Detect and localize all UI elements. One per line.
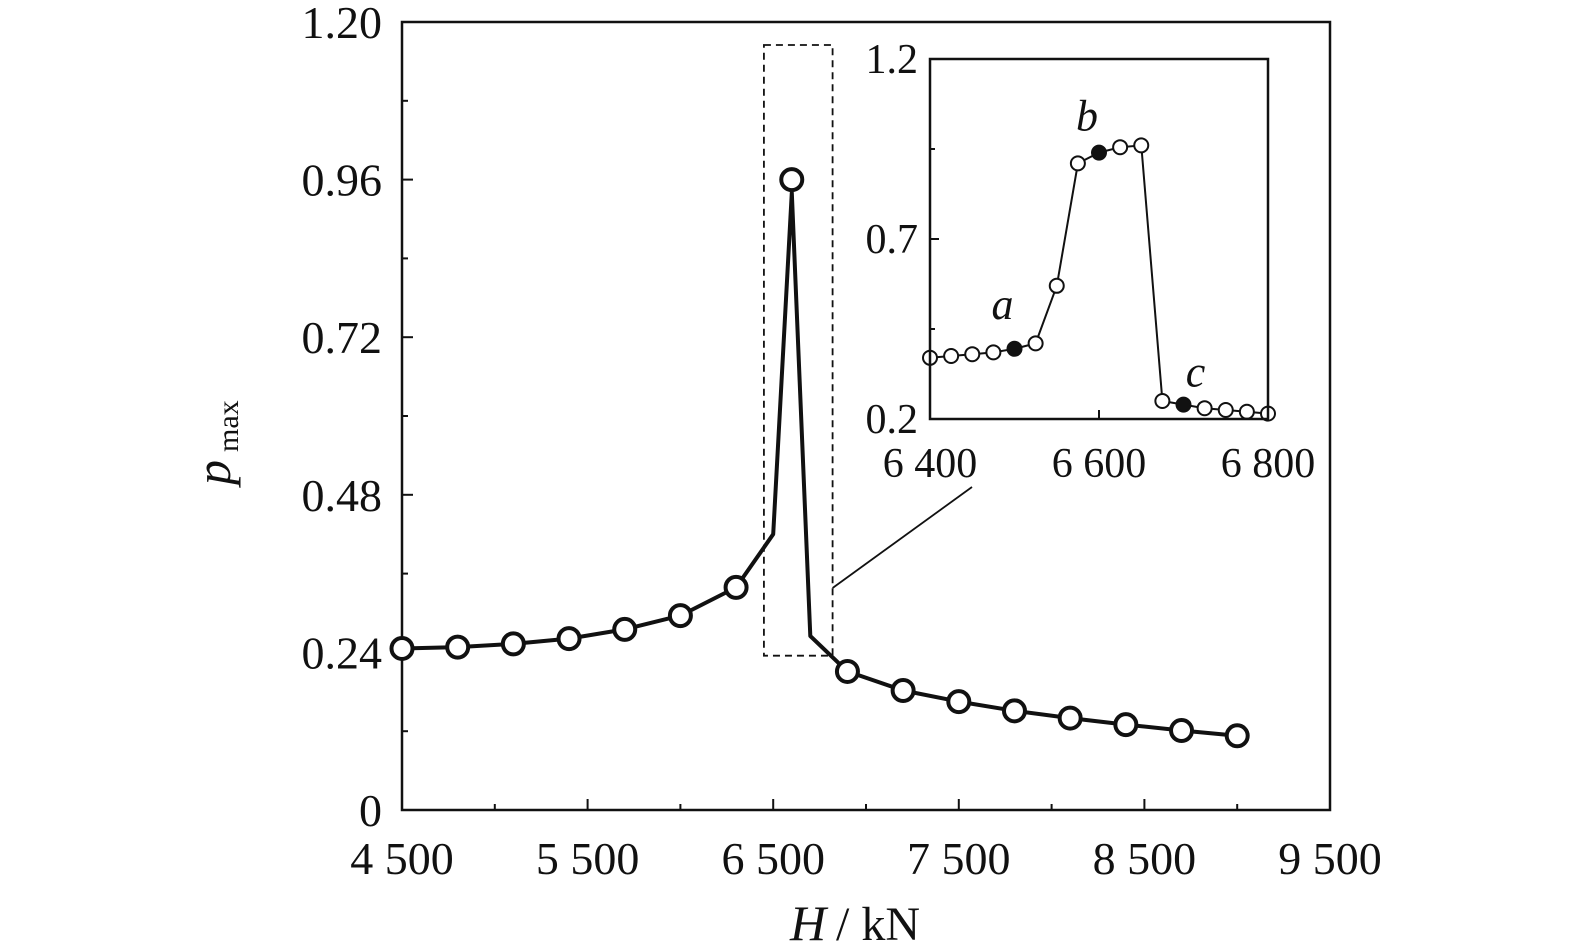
- data-point: [389, 635, 415, 661]
- main-plot: 0 0.24 0.48 0.72 0.96 1.20 4 500 5 500 6 500 7 5…: [185, 0, 1382, 949]
- point-label-a: a: [992, 280, 1014, 329]
- inset-filled-point: [1091, 144, 1107, 161]
- inset-data-point: [1217, 402, 1234, 418]
- inset-frame: [928, 57, 1270, 421]
- data-point: [1113, 712, 1139, 738]
- inset-data-point: [1027, 335, 1044, 352]
- zoom-connector-line: [832, 486, 973, 589]
- inset-plot: 0.2 0.7 1.2 6 400 6 600 6 800 a b c: [866, 37, 1316, 487]
- y-axis-title: pmax: [185, 400, 245, 488]
- data-point: [1001, 698, 1027, 724]
- point-label-c: c: [1186, 348, 1206, 397]
- y-tick-label: 0.72: [302, 312, 383, 363]
- data-point: [556, 626, 582, 652]
- inset-point-labels: a b c: [992, 92, 1206, 397]
- data-point: [1057, 705, 1083, 731]
- inset-data-point: [1133, 137, 1150, 154]
- y-tick-label: 0.48: [302, 470, 383, 521]
- inset-filled-point: [1175, 396, 1192, 413]
- inset-series-markers: [922, 137, 1276, 422]
- x-tick-label: 9 500: [1278, 833, 1382, 884]
- data-point: [779, 167, 805, 193]
- x-tick-label: 8 500: [1093, 833, 1197, 884]
- inset-data-point: [1154, 393, 1171, 409]
- inset-data-point: [1069, 155, 1086, 172]
- inset-data-point: [1048, 277, 1065, 294]
- data-point: [946, 689, 972, 715]
- x-tick-label: 7 500: [907, 833, 1011, 884]
- inset-filled-point: [1006, 340, 1023, 357]
- inset-x-tick-label: 6 400: [883, 441, 978, 487]
- data-point: [1224, 723, 1250, 749]
- inset-y-ticks: 0.2 0.7 1.2: [866, 37, 939, 443]
- y-tick-label: 0.24: [302, 627, 383, 678]
- data-point: [500, 631, 526, 657]
- x-tick-label: 6 500: [721, 833, 825, 884]
- inset-data-point: [943, 348, 960, 364]
- point-label-b: b: [1076, 92, 1098, 141]
- data-point: [445, 634, 471, 660]
- inset-data-point: [1196, 400, 1213, 417]
- inset-data-point: [964, 346, 981, 363]
- x-tick-label: 4 500: [350, 833, 454, 884]
- inset-background: [930, 59, 1268, 419]
- data-point: [890, 677, 916, 703]
- data-point: [667, 603, 693, 629]
- x-axis-title: H / kN: [789, 895, 920, 949]
- y-tick-label: 0: [359, 785, 382, 836]
- data-point: [612, 616, 638, 642]
- series-markers: [389, 167, 1250, 749]
- inset-data-point: [1238, 403, 1255, 420]
- inset-data-point: [1112, 139, 1129, 156]
- data-point: [1169, 718, 1195, 744]
- inset-x-ticks: 6 400 6 600 6 800: [883, 410, 1316, 487]
- y-ticks: 0 0.24 0.48 0.72 0.96 1.20: [302, 0, 413, 836]
- inset-data-point: [985, 344, 1002, 361]
- inset-x-tick-label: 6 800: [1221, 441, 1316, 487]
- inset-y-tick-label: 0.2: [866, 397, 919, 443]
- x-tick-label: 5 500: [536, 833, 640, 884]
- data-point: [834, 658, 860, 684]
- inset-y-tick-label: 1.2: [866, 37, 919, 83]
- y-tick-label: 0.96: [302, 155, 383, 206]
- data-point: [723, 574, 749, 600]
- inset-y-tick-label: 0.7: [866, 217, 919, 263]
- y-tick-label: 1.20: [302, 0, 383, 48]
- zoom-box: [763, 44, 834, 657]
- inset-x-tick-label: 6 600: [1052, 441, 1147, 487]
- x-ticks: 4 500 5 500 6 500 7 500 8 500 9 500: [350, 799, 1382, 884]
